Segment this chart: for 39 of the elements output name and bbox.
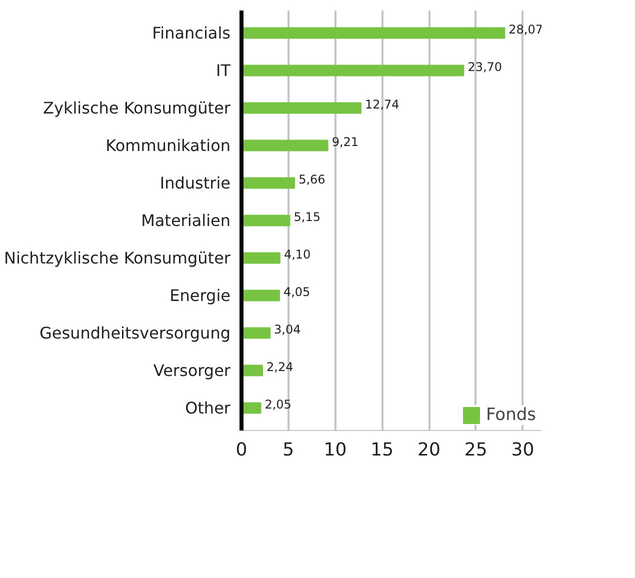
- y-tick-label: Materialien: [141, 211, 231, 230]
- data-label: 9,21: [332, 135, 359, 149]
- data-label: 23,70: [468, 60, 502, 74]
- y-tick-label: IT: [216, 61, 231, 80]
- y-tick-label: Energie: [170, 286, 231, 305]
- data-label: 4,10: [284, 248, 311, 262]
- y-tick-label: Kommunikation: [106, 136, 231, 155]
- data-label: 12,74: [364, 98, 400, 112]
- bar: [242, 140, 328, 152]
- bar: [242, 290, 280, 302]
- bar: [242, 27, 506, 39]
- y-tick-label: Versorger: [153, 361, 231, 380]
- x-tick-label: 30: [511, 440, 534, 460]
- y-tick-label: Financials: [152, 24, 231, 42]
- bar: [242, 214, 290, 226]
- x-tick-label: 10: [324, 440, 347, 460]
- y-tick-label: Other: [185, 398, 231, 418]
- x-tick-label: 5: [282, 440, 294, 460]
- data-label: 4,05: [283, 285, 310, 299]
- data-label: 2,24: [266, 360, 294, 374]
- bar: [242, 252, 280, 264]
- bar: [242, 64, 464, 76]
- y-tick-label: Industrie: [160, 174, 231, 192]
- y-tick-label: Gesundheitsversorgung: [40, 324, 231, 342]
- bar: [242, 327, 270, 339]
- legend-label: Fonds: [486, 405, 536, 425]
- data-label: 5,15: [294, 210, 320, 224]
- bar: [242, 177, 296, 189]
- y-tick-label: Zyklische Konsumgüter: [43, 98, 231, 118]
- x-tick-label: 15: [370, 440, 394, 460]
- data-label: 3,04: [274, 322, 301, 336]
- data-label: 5,66: [298, 172, 326, 186]
- data-label: 2,05: [264, 398, 292, 412]
- x-tick-label: 20: [418, 440, 440, 460]
- bar: [242, 364, 263, 376]
- x-tick-label: 0: [236, 440, 248, 460]
- x-tick-label: 25: [464, 440, 488, 460]
- y-tick-label: Nichtzyklische Konsumgüter: [4, 248, 231, 268]
- bar: [242, 102, 362, 114]
